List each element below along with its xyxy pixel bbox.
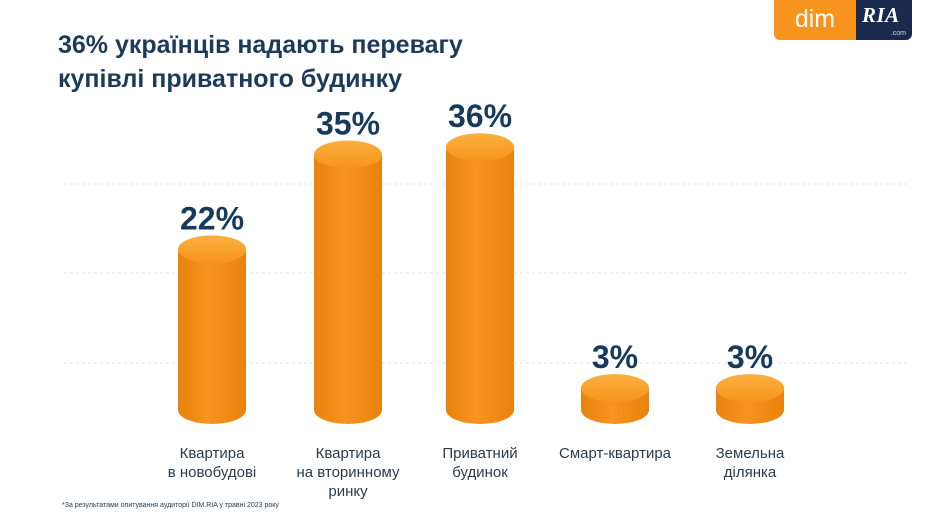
value-label-2: 35% — [316, 106, 380, 142]
footnote: *За результатами опитування аудиторії DI… — [62, 502, 279, 509]
category-label-1: Квартира в новобудові — [168, 445, 257, 481]
logo-ria-text: RIA — [862, 3, 900, 27]
dim-ria-logo[interactable]: dim RIA .com — [774, 0, 912, 40]
value-label-1: 22% — [180, 200, 244, 236]
bar-top-5 — [716, 374, 784, 403]
logo-dim: dim — [774, 0, 856, 40]
chart-title: 36% українців надають перевагу купівлі п… — [58, 28, 618, 96]
value-label-3: 36% — [448, 98, 512, 134]
value-label-4: 3% — [592, 339, 638, 375]
bar-2 — [314, 154, 382, 424]
title-line-2: купівлі приватного будинку — [58, 65, 403, 93]
category-label-4: Смарт-квартира — [559, 445, 672, 462]
logo-ria: RIA .com — [856, 0, 912, 40]
logo-ria-sub: .com — [890, 30, 906, 37]
bar-top-3 — [446, 133, 514, 162]
title-line-1: 36% українців надають перевагу — [58, 31, 463, 59]
category-label-5: Земельна ділянка — [716, 445, 785, 481]
bar-top-1 — [178, 235, 246, 264]
bar-top-2 — [314, 140, 382, 169]
value-label-5: 3% — [727, 339, 773, 375]
category-label-2: Квартира на вторинному ринку — [296, 445, 400, 500]
bar-3 — [446, 147, 514, 424]
bar-1 — [178, 249, 246, 424]
category-label-3: Приватний будинок — [442, 445, 517, 481]
bar-top-4 — [581, 374, 649, 403]
